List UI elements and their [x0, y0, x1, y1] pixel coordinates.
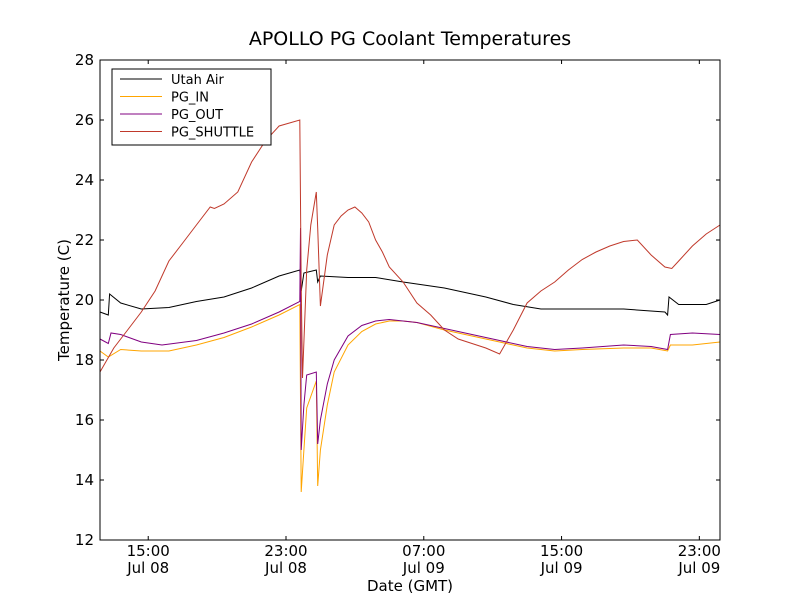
y-tick-label: 14 — [75, 471, 94, 489]
series-layer — [99, 119, 721, 493]
series-line-2 — [99, 227, 721, 451]
y-tick-label: 16 — [75, 411, 94, 429]
y-tick-label: 20 — [75, 291, 94, 309]
x-tick-label-time: 15:00 — [540, 542, 583, 560]
series-line-3 — [99, 119, 721, 379]
x-tick-label-date: Jul 08 — [126, 559, 169, 577]
series-line-1 — [99, 303, 721, 493]
series-line-0 — [99, 269, 721, 317]
y-tick-label: 12 — [75, 531, 94, 549]
chart-title: APOLLO PG Coolant Temperatures — [249, 28, 571, 50]
x-tick-label-time: 23:00 — [264, 542, 307, 560]
legend-label-0: Utah Air — [171, 73, 224, 88]
x-tick-label-date: Jul 09 — [402, 559, 445, 577]
y-tick-label: 22 — [75, 231, 94, 249]
x-tick-label-time: 07:00 — [402, 542, 445, 560]
legend-label-3: PG_SHUTTLE — [171, 126, 254, 141]
x-tick-label-date: Jul 09 — [540, 559, 583, 577]
legend-label-2: PG_OUT — [171, 108, 223, 123]
y-tick-label: 24 — [75, 171, 94, 189]
x-tick-label-date: Jul 08 — [264, 559, 307, 577]
x-tick-label-time: 23:00 — [678, 542, 721, 560]
legend-label-1: PG_IN — [171, 91, 209, 106]
legend-box — [111, 68, 272, 146]
y-tick-label: 28 — [75, 51, 94, 69]
y-axis-label: Temperature (C) — [55, 239, 73, 362]
y-tick-label: 26 — [75, 111, 94, 129]
y-axis: 12 14 16 18 20 22 24 26 28 — [75, 51, 720, 549]
x-tick-label-time: 15:00 — [127, 542, 170, 560]
x-axis-label: Date (GMT) — [367, 577, 453, 595]
x-tick-label-date: Jul 09 — [677, 559, 720, 577]
y-tick-label: 18 — [75, 351, 94, 369]
legend: Utah Air PG_IN PG_OUT PG_SHUTTLE — [111, 68, 272, 146]
